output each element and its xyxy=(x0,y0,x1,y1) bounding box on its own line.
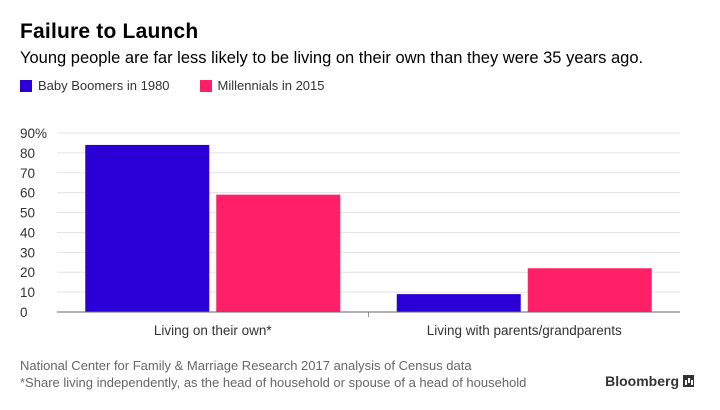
bar xyxy=(85,144,210,312)
bar xyxy=(216,194,341,312)
x-tick-label: Living with parents/grandparents xyxy=(427,323,622,338)
y-tick-label: 10 xyxy=(20,285,35,300)
legend-label-millennials: Millennials in 2015 xyxy=(217,78,325,93)
y-tick-label: 80 xyxy=(20,146,35,161)
y-tick-label: 0 xyxy=(20,305,28,320)
chart-title: Failure to Launch xyxy=(20,20,199,43)
bloomberg-icon xyxy=(683,375,694,387)
bar xyxy=(527,268,652,312)
y-tick-label: 60 xyxy=(20,186,35,201)
y-tick-label: 70 xyxy=(20,166,35,181)
source-note: National Center for Family & Marriage Re… xyxy=(20,358,472,373)
y-tick-label: 30 xyxy=(20,245,35,260)
chart-subtitle: Young people are far less likely to be l… xyxy=(20,49,644,67)
legend-label-boomers: Baby Boomers in 1980 xyxy=(38,78,170,93)
brand-logo: Bloomberg xyxy=(605,373,694,389)
legend-swatch-boomers xyxy=(20,79,32,92)
y-tick-label: 50 xyxy=(20,206,35,221)
legend-swatch-millennials xyxy=(199,79,212,92)
bar xyxy=(396,294,521,312)
y-tick-label: 90% xyxy=(20,126,47,141)
legend-item-millennials: Millennials in 2015 xyxy=(199,78,325,93)
y-tick-label: 40 xyxy=(20,225,35,240)
y-tick-label: 20 xyxy=(20,265,35,280)
legend-item-boomers: Baby Boomers in 1980 xyxy=(20,78,170,93)
footnote: *Share living independently, as the head… xyxy=(20,375,527,390)
brand-name: Bloomberg xyxy=(605,373,679,389)
legend: Baby Boomers in 1980 Millennials in 2015 xyxy=(20,78,354,93)
x-tick-label: Living on their own* xyxy=(154,323,273,338)
